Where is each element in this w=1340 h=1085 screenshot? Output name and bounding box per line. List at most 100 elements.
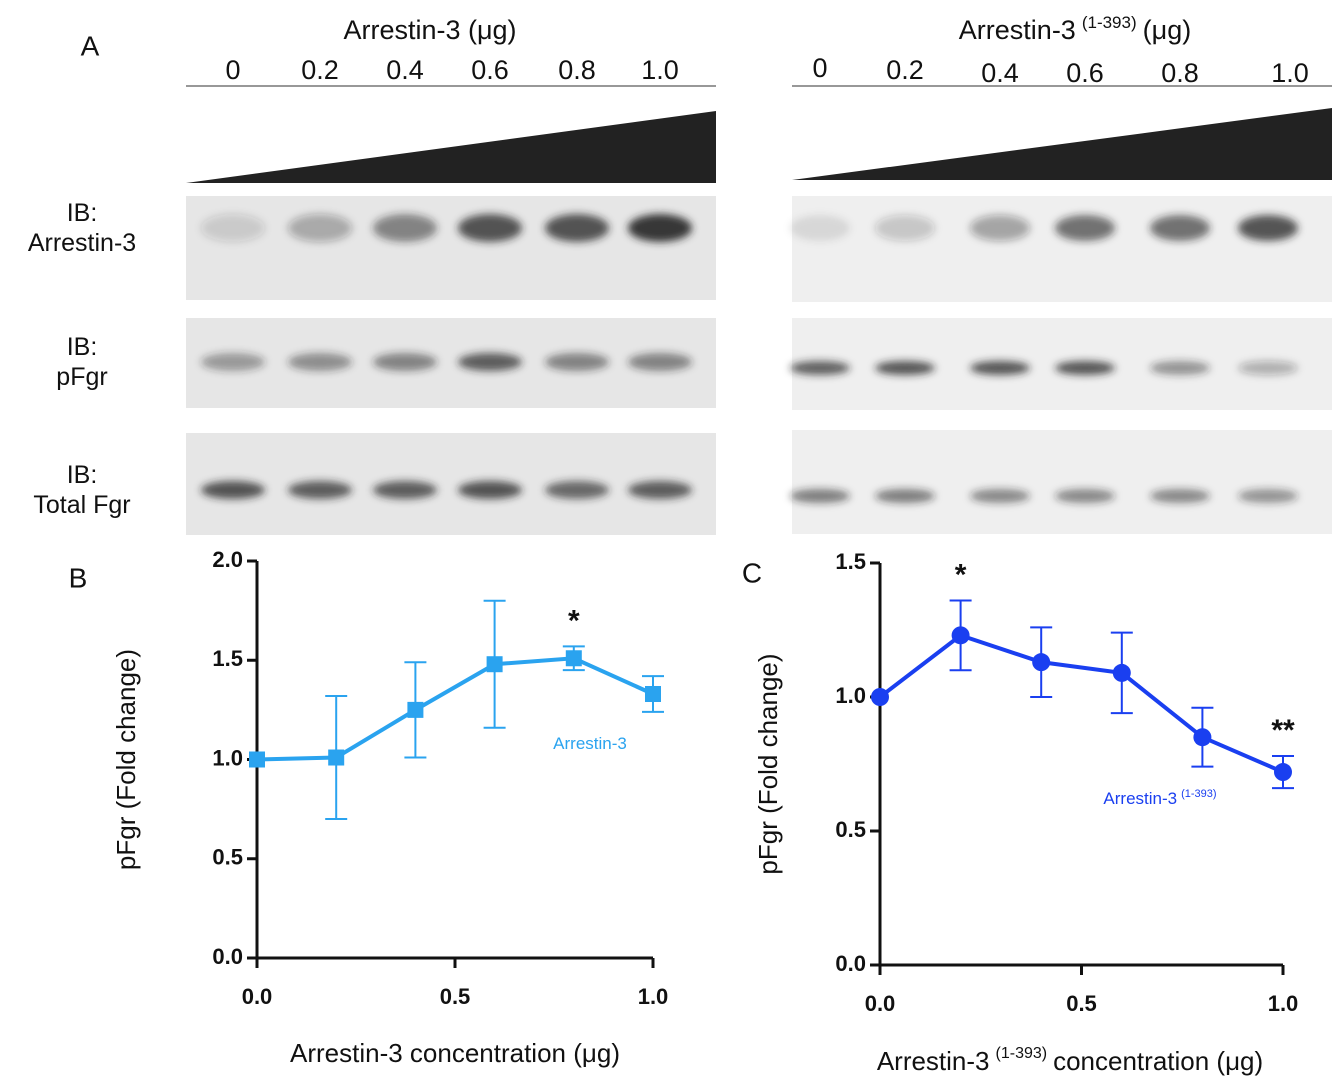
blot-band <box>201 353 265 371</box>
blot-band <box>1055 361 1115 375</box>
marker <box>1193 728 1211 746</box>
panel-label: C <box>742 557 762 588</box>
blot-strip <box>792 196 1332 302</box>
panel-label: B <box>69 562 88 593</box>
row-label: IB:pFgr <box>56 333 107 391</box>
lane-label: 0 <box>812 53 827 83</box>
lane-label: 0 <box>225 55 240 85</box>
significance: * <box>568 604 580 637</box>
marker <box>249 752 265 768</box>
marker <box>487 656 503 672</box>
blot-band <box>545 481 609 499</box>
x-tick-label: 0.5 <box>1066 991 1097 1016</box>
blot-band <box>628 481 692 499</box>
marker <box>328 750 344 766</box>
series-name-sup: (1-393) <box>1181 788 1216 800</box>
title-text: Arrestin-3 <box>959 15 1076 45</box>
blot-strip <box>186 196 716 300</box>
blot-band <box>201 481 265 499</box>
blot-band <box>875 361 935 375</box>
lane-label: 0.8 <box>1161 58 1199 88</box>
y-axis-label: pFgr (Fold change) <box>753 653 783 874</box>
x-tick-label: 1.0 <box>638 984 669 1009</box>
lane-label: 1.0 <box>1271 58 1309 88</box>
x-label-text: Arrestin-3 <box>877 1046 990 1076</box>
blot-title: Arrestin-3 (μg) <box>343 15 516 45</box>
title-text: (μg) <box>1143 15 1192 45</box>
row-label-line: IB: <box>67 461 98 489</box>
blot-band <box>458 481 522 499</box>
marker <box>407 702 423 718</box>
row-label-line: IB: <box>67 333 98 361</box>
lane-label: 0.6 <box>1066 58 1104 88</box>
blot-band <box>1150 361 1210 375</box>
y-tick-label: 0.0 <box>835 951 866 976</box>
y-tick-label: 1.0 <box>212 745 243 770</box>
row-label: IB:Total Fgr <box>33 461 130 519</box>
significance: * <box>955 558 967 591</box>
row-label-line: Arrestin-3 <box>28 229 136 257</box>
y-tick-label: 1.5 <box>835 549 866 574</box>
blot-band <box>628 353 692 371</box>
x-tick-label: 0.5 <box>440 984 471 1009</box>
blot-strip <box>792 430 1332 534</box>
x-label-text: Arrestin-3 concentration (μg) <box>290 1038 620 1068</box>
lane-label: 0.6 <box>471 55 509 85</box>
blot-band <box>1055 215 1115 241</box>
blot-band <box>458 214 522 242</box>
title-sup: (1-393) <box>1082 13 1137 32</box>
blot-band <box>790 215 850 241</box>
blot-band <box>1238 361 1298 375</box>
series-line <box>880 635 1283 772</box>
marker <box>1032 653 1050 671</box>
lane-label: 1.0 <box>641 55 679 85</box>
y-tick-label: 0.5 <box>835 817 866 842</box>
lane-label: 0.2 <box>301 55 339 85</box>
y-tick-label: 1.0 <box>835 683 866 708</box>
blot-band <box>373 481 437 499</box>
blot-band <box>1150 215 1210 241</box>
blot-band <box>875 215 935 241</box>
blot-band <box>970 489 1030 503</box>
marker <box>1113 664 1131 682</box>
series-label: Arrestin-3 <box>553 734 627 753</box>
blot-band <box>373 353 437 371</box>
x-label-text: concentration (μg) <box>1053 1046 1263 1076</box>
row-label: IB:Arrestin-3 <box>28 199 136 257</box>
x-axis-label: Arrestin-3 (1-393) concentration (μg) <box>877 1045 1263 1076</box>
lane-label: 0.4 <box>386 55 424 85</box>
marker <box>871 688 889 706</box>
y-tick-label: 1.5 <box>212 646 243 671</box>
x-tick-label: 0.0 <box>865 991 896 1016</box>
blot-band <box>458 353 522 371</box>
lane-label: 0.2 <box>886 55 924 85</box>
blot-band <box>790 489 850 503</box>
blot-band <box>875 489 935 503</box>
blot-band <box>373 214 437 242</box>
blot-band <box>628 214 692 242</box>
blot-title: Arrestin-3 (1-393) (μg) <box>959 13 1191 45</box>
series-name: Arrestin-3 <box>1103 789 1177 808</box>
charts: B 0.0 0.5 1.0 1.5 2.0 0.0 0.5 1.0 pFgr (Fold chan… <box>69 547 1299 1076</box>
figure: A Arrestin-3 (μg) Arrestin-3(1-393)(μg) … <box>0 0 1340 1085</box>
marker <box>1274 763 1292 781</box>
panel-label: A <box>81 30 100 61</box>
blot-band <box>545 353 609 371</box>
x-tick-label: 1.0 <box>1268 991 1299 1016</box>
blot-band <box>970 215 1030 241</box>
blot-band <box>201 214 265 242</box>
blot-band <box>790 361 850 375</box>
series-label: Arrestin-3 (1-393) <box>1103 788 1216 809</box>
blot-band <box>288 481 352 499</box>
marker <box>952 626 970 644</box>
blot-band <box>288 353 352 371</box>
marker <box>566 650 582 666</box>
blot-band <box>545 214 609 242</box>
series-name: Arrestin-3 <box>553 734 627 753</box>
x-label-sup: (1-393) <box>996 1045 1048 1062</box>
gradient-wedge <box>186 111 716 183</box>
x-axis-label: Arrestin-3 concentration (μg) <box>290 1038 620 1068</box>
y-tick-label: 0.0 <box>212 944 243 969</box>
y-tick-label: 0.5 <box>212 845 243 870</box>
y-tick-label: 2.0 <box>212 547 243 572</box>
